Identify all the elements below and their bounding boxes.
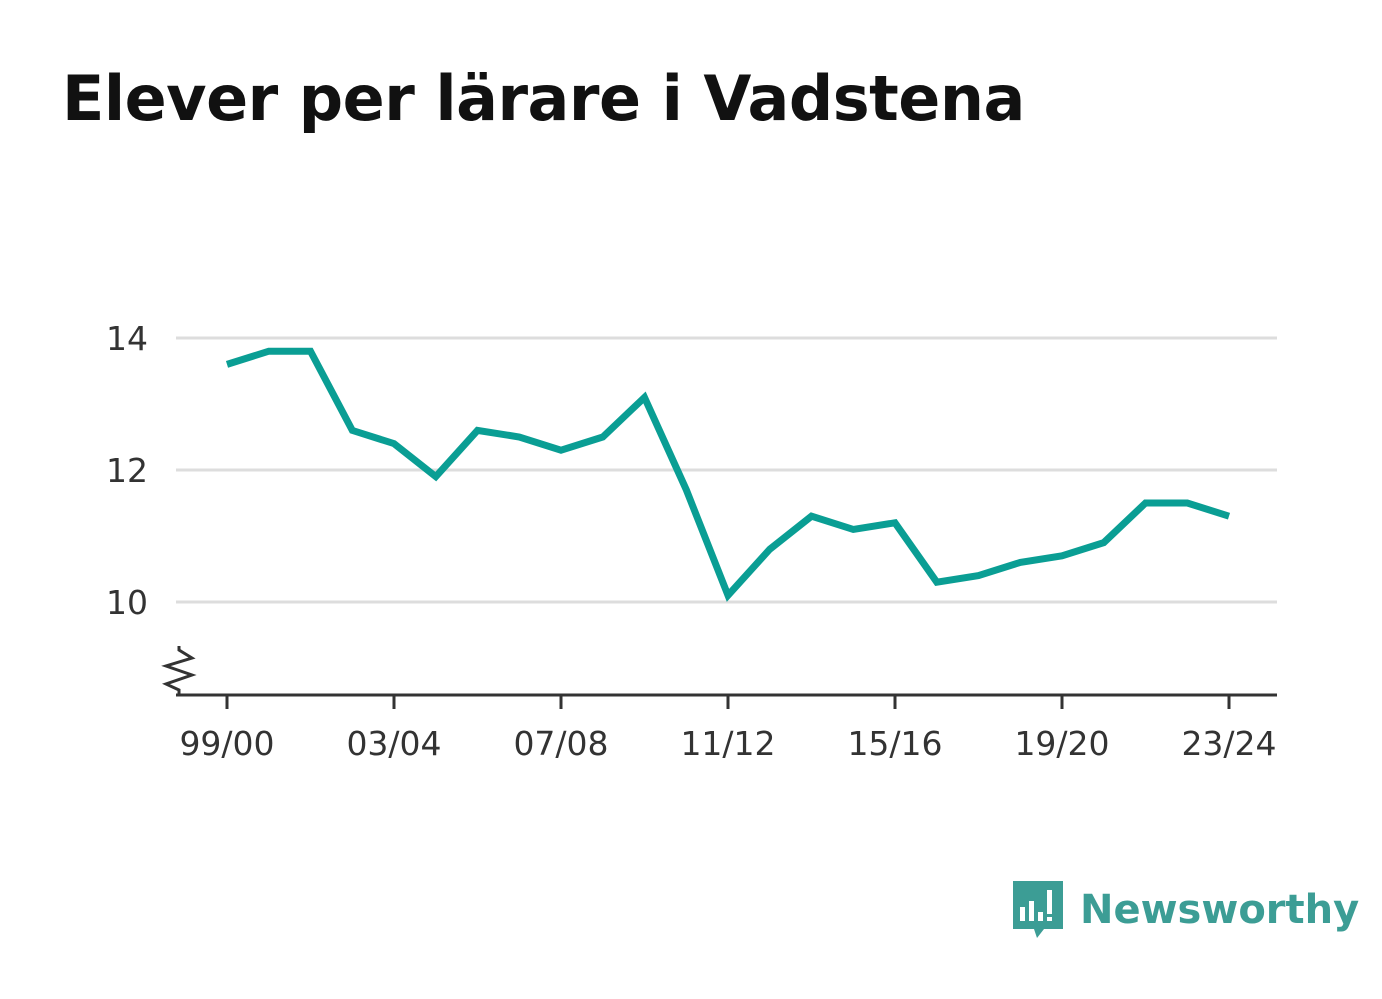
series-line-0 bbox=[225, 347, 1231, 602]
brand-name: Newsworthy bbox=[1080, 887, 1360, 933]
chart-title: Elever per lärare i Vadstena bbox=[62, 62, 1025, 135]
brand-logo: Newsworthy bbox=[1010, 878, 1359, 942]
x-tick-label: 99/00 bbox=[179, 724, 274, 763]
gridlines bbox=[176, 336, 1277, 604]
x-tick-label: 23/24 bbox=[1181, 724, 1276, 763]
x-tick-label: 11/12 bbox=[680, 724, 775, 763]
y-tick-label: 14 bbox=[106, 319, 148, 358]
y-tick-label: 12 bbox=[106, 451, 148, 490]
x-tick-label: 19/20 bbox=[1014, 724, 1109, 763]
x-axis-tick-labels: 99/00 03/04 07/08 11/12 15/16 19/20 23/24 bbox=[179, 724, 1276, 763]
x-axis bbox=[176, 693, 1277, 709]
x-tick-label: 15/16 bbox=[847, 724, 942, 763]
y-axis-tick-labels: 10 12 14 bbox=[106, 319, 148, 622]
y-axis-break-icon bbox=[161, 646, 197, 696]
x-tick-label: 07/08 bbox=[513, 724, 608, 763]
y-tick-label: 10 bbox=[106, 583, 148, 622]
series-group bbox=[225, 347, 1231, 602]
bar-chart-speech-bubble-icon bbox=[1013, 881, 1063, 938]
x-tick-label: 03/04 bbox=[346, 724, 441, 763]
